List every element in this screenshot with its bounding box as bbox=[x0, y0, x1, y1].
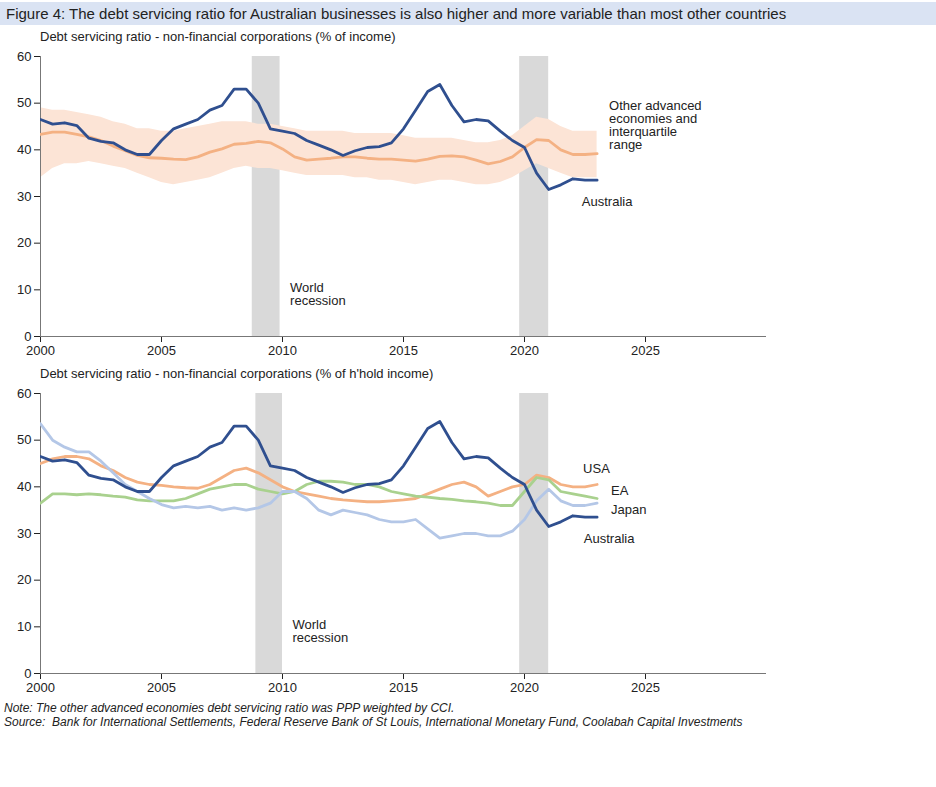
svg-text:40: 40 bbox=[17, 142, 31, 157]
svg-text:10: 10 bbox=[17, 619, 31, 634]
html-text:Figure 4: The debt servicing r: Figure 4: The debt servicing ratio for A… bbox=[6, 5, 787, 22]
svg-text:20: 20 bbox=[17, 572, 31, 587]
svg-text:2020: 2020 bbox=[510, 680, 539, 695]
html-text:Note: The other advanced econo: Note: The other advanced economies debt … bbox=[4, 701, 455, 715]
html-text:Source: Bank for International: Source: Bank for International Settlemen… bbox=[4, 715, 743, 729]
html-text:Debt servicing ratio - non-fin: Debt servicing ratio - non-financial cor… bbox=[40, 366, 434, 381]
svg-text:30: 30 bbox=[17, 189, 31, 204]
svg-text:40: 40 bbox=[17, 479, 31, 494]
html-text:Debt servicing ratio - non-fin: Debt servicing ratio - non-financial cor… bbox=[40, 29, 396, 44]
svg-text:10: 10 bbox=[17, 282, 31, 297]
svg-text:Australia: Australia bbox=[582, 194, 633, 209]
svg-text:50: 50 bbox=[17, 95, 31, 110]
svg-text:2025: 2025 bbox=[631, 680, 660, 695]
svg-text:2005: 2005 bbox=[147, 680, 176, 695]
svg-text:20: 20 bbox=[17, 235, 31, 250]
svg-text:USA: USA bbox=[583, 461, 610, 476]
svg-text:Australia: Australia bbox=[584, 531, 635, 546]
svg-text:2000: 2000 bbox=[26, 680, 55, 695]
svg-text:50: 50 bbox=[17, 432, 31, 447]
svg-text:2020: 2020 bbox=[510, 343, 539, 358]
svg-text:30: 30 bbox=[17, 526, 31, 541]
svg-text:Other advancedeconomies andint: Other advancedeconomies andinterquartile… bbox=[609, 98, 702, 152]
svg-text:2015: 2015 bbox=[389, 680, 418, 695]
svg-text:2015: 2015 bbox=[389, 343, 418, 358]
svg-text:Worldrecession: Worldrecession bbox=[290, 280, 346, 308]
svg-text:0: 0 bbox=[24, 329, 31, 344]
svg-text:60: 60 bbox=[17, 386, 31, 401]
svg-text:Worldrecession: Worldrecession bbox=[293, 617, 349, 645]
svg-text:60: 60 bbox=[17, 49, 31, 64]
svg-text:2010: 2010 bbox=[268, 343, 297, 358]
svg-text:Japan: Japan bbox=[611, 502, 646, 517]
svg-text:EA: EA bbox=[611, 483, 629, 498]
svg-text:2005: 2005 bbox=[147, 343, 176, 358]
svg-text:0: 0 bbox=[24, 666, 31, 681]
svg-text:2025: 2025 bbox=[631, 343, 660, 358]
svg-text:2010: 2010 bbox=[268, 680, 297, 695]
svg-text:2000: 2000 bbox=[26, 343, 55, 358]
